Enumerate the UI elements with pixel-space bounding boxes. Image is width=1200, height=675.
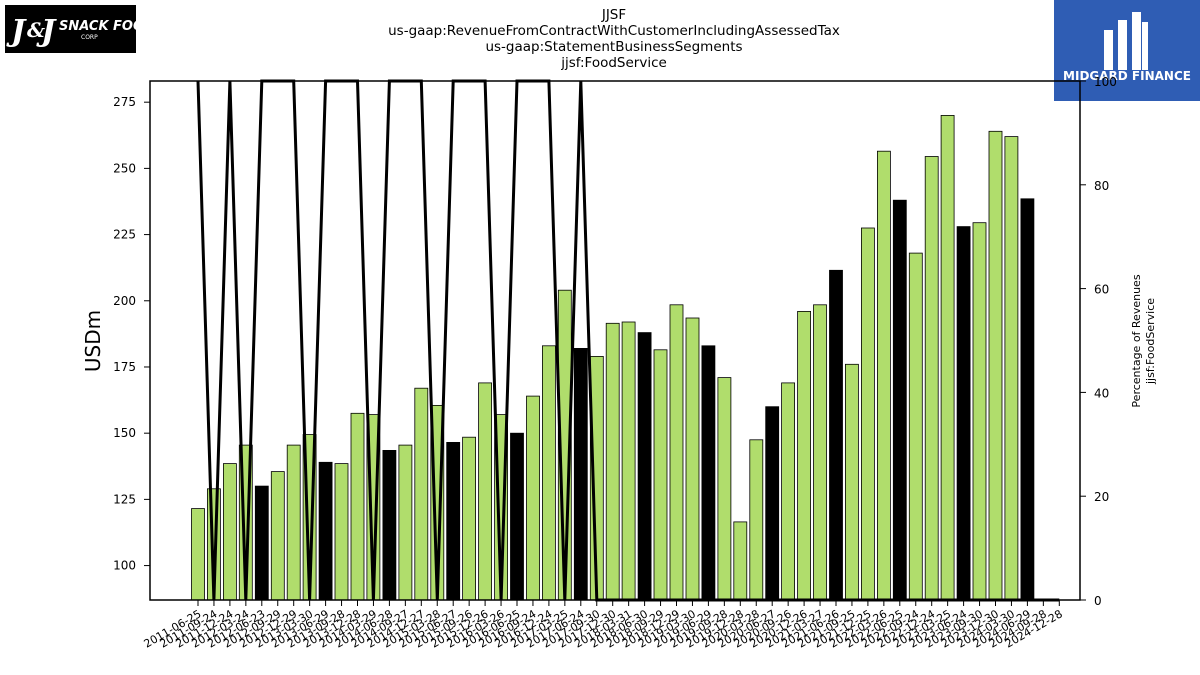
bar-2014-12-27 bbox=[414, 387, 429, 601]
bar-2012-12-29 bbox=[286, 444, 301, 601]
bar-2011-06-25 bbox=[191, 508, 205, 601]
bar-2012-06-23 bbox=[254, 485, 269, 601]
bar-2012-09-29 bbox=[270, 471, 285, 601]
y2-tick-label-20: 20 bbox=[1094, 490, 1109, 504]
y-tick-label-275: 275 bbox=[113, 95, 136, 109]
title-line-concept: us-gaap:RevenueFromContractWithCustomerI… bbox=[388, 23, 840, 39]
title-line-axis: us-gaap:StatementBusinessSegments bbox=[485, 39, 743, 55]
bar-2022-03-26 bbox=[877, 150, 891, 601]
bar-2018-06-30 bbox=[637, 332, 652, 601]
y-tick-label-225: 225 bbox=[113, 228, 136, 242]
x-axis: 2011-06-252011-09-242011-12-242012-03-24… bbox=[142, 600, 1065, 651]
y-axis-left: 100 125 150 175 200 225 250 275 bbox=[113, 95, 150, 573]
bar-2020-12-26 bbox=[797, 310, 811, 601]
bar-2019-03-30 bbox=[685, 317, 700, 601]
bar-2014-06-28 bbox=[382, 449, 397, 601]
plot-frame bbox=[149, 80, 1081, 601]
bar-2016-12-24 bbox=[542, 345, 556, 601]
bar-2022-06-25 bbox=[892, 199, 907, 601]
bar-2021-03-27 bbox=[813, 304, 827, 601]
bars-group bbox=[191, 115, 1035, 601]
bar-2024-06-29 bbox=[1020, 198, 1035, 601]
bar-2020-03-28 bbox=[749, 439, 764, 601]
bar-2015-12-26 bbox=[478, 382, 493, 601]
bar-2016-09-24 bbox=[526, 395, 540, 601]
bar-2021-12-25 bbox=[861, 227, 875, 601]
bar-2022-12-24 bbox=[924, 156, 939, 601]
bar-2019-09-28 bbox=[717, 377, 732, 601]
bar-2014-09-27 bbox=[398, 444, 413, 601]
svg-text:&: & bbox=[27, 18, 45, 42]
y2-axis-label-line1: Percentage of Revenues bbox=[1130, 274, 1143, 407]
bar-2017-12-30 bbox=[605, 322, 620, 601]
svg-text:J: J bbox=[36, 14, 57, 49]
bar-2021-09-25 bbox=[845, 363, 859, 601]
y-tick-label-100: 100 bbox=[113, 559, 136, 573]
y-tick-label-150: 150 bbox=[113, 426, 136, 440]
y2-tick-label-40: 40 bbox=[1094, 386, 1109, 400]
chart-title: JJSF us-gaap:RevenueFromContractWithCust… bbox=[264, 7, 964, 71]
bar-2022-09-24 bbox=[908, 252, 923, 601]
title-line-ticker: JJSF bbox=[601, 7, 627, 23]
bar-2017-06-24 bbox=[573, 347, 588, 601]
bar-2023-09-30 bbox=[972, 222, 987, 601]
title-line-member: jjsf:FoodService bbox=[561, 55, 667, 71]
y2-tick-label-80: 80 bbox=[1094, 179, 1109, 193]
bar-2015-09-26 bbox=[462, 436, 477, 601]
bar-2015-06-27 bbox=[446, 441, 461, 601]
bar-2021-06-26 bbox=[829, 269, 843, 601]
midgard-finance-logo: MIDGARD FINANCE bbox=[1054, 0, 1200, 101]
bar-2013-09-28 bbox=[334, 463, 349, 601]
bar-2013-06-29 bbox=[318, 461, 333, 601]
y2-tick-label-60: 60 bbox=[1094, 283, 1109, 297]
bar-2023-03-25 bbox=[940, 115, 955, 601]
bar-2018-03-31 bbox=[621, 321, 636, 601]
y2-tick-label-100: 100 bbox=[1094, 75, 1117, 89]
svg-text:J: J bbox=[6, 14, 27, 49]
y-axis-right: 0 20 40 60 80 100 bbox=[1080, 75, 1117, 608]
y-axis-label: USDm bbox=[81, 310, 105, 372]
bar-2019-06-29 bbox=[701, 345, 716, 601]
bar-2018-12-29 bbox=[669, 304, 684, 601]
y2-tick-label-0: 0 bbox=[1094, 594, 1102, 608]
y-tick-label-125: 125 bbox=[113, 492, 136, 506]
bar-2023-06-24 bbox=[956, 226, 971, 601]
svg-text:MIDGARD FINANCE: MIDGARD FINANCE bbox=[1063, 69, 1191, 83]
y-tick-label-200: 200 bbox=[113, 294, 136, 308]
jj-snack-foods-logo: J & J SNACK FOODS CORP bbox=[5, 5, 164, 53]
bar-2020-09-26 bbox=[781, 382, 795, 601]
bar-2016-06-25 bbox=[510, 432, 524, 601]
bar-2023-12-30 bbox=[988, 130, 1003, 601]
bar-2011-12-24 bbox=[222, 463, 237, 601]
svg-text:CORP: CORP bbox=[81, 34, 98, 41]
bar-2013-12-28 bbox=[350, 412, 365, 601]
bar-2020-06-27 bbox=[765, 406, 780, 601]
bar-2019-12-28 bbox=[733, 521, 748, 601]
y-tick-label-175: 175 bbox=[113, 360, 136, 374]
bar-2018-09-29 bbox=[653, 349, 668, 601]
bar-2024-03-30 bbox=[1004, 136, 1019, 601]
y-tick-label-250: 250 bbox=[113, 161, 136, 175]
y2-axis-label-line2: jjsf:FoodService bbox=[1144, 298, 1157, 385]
